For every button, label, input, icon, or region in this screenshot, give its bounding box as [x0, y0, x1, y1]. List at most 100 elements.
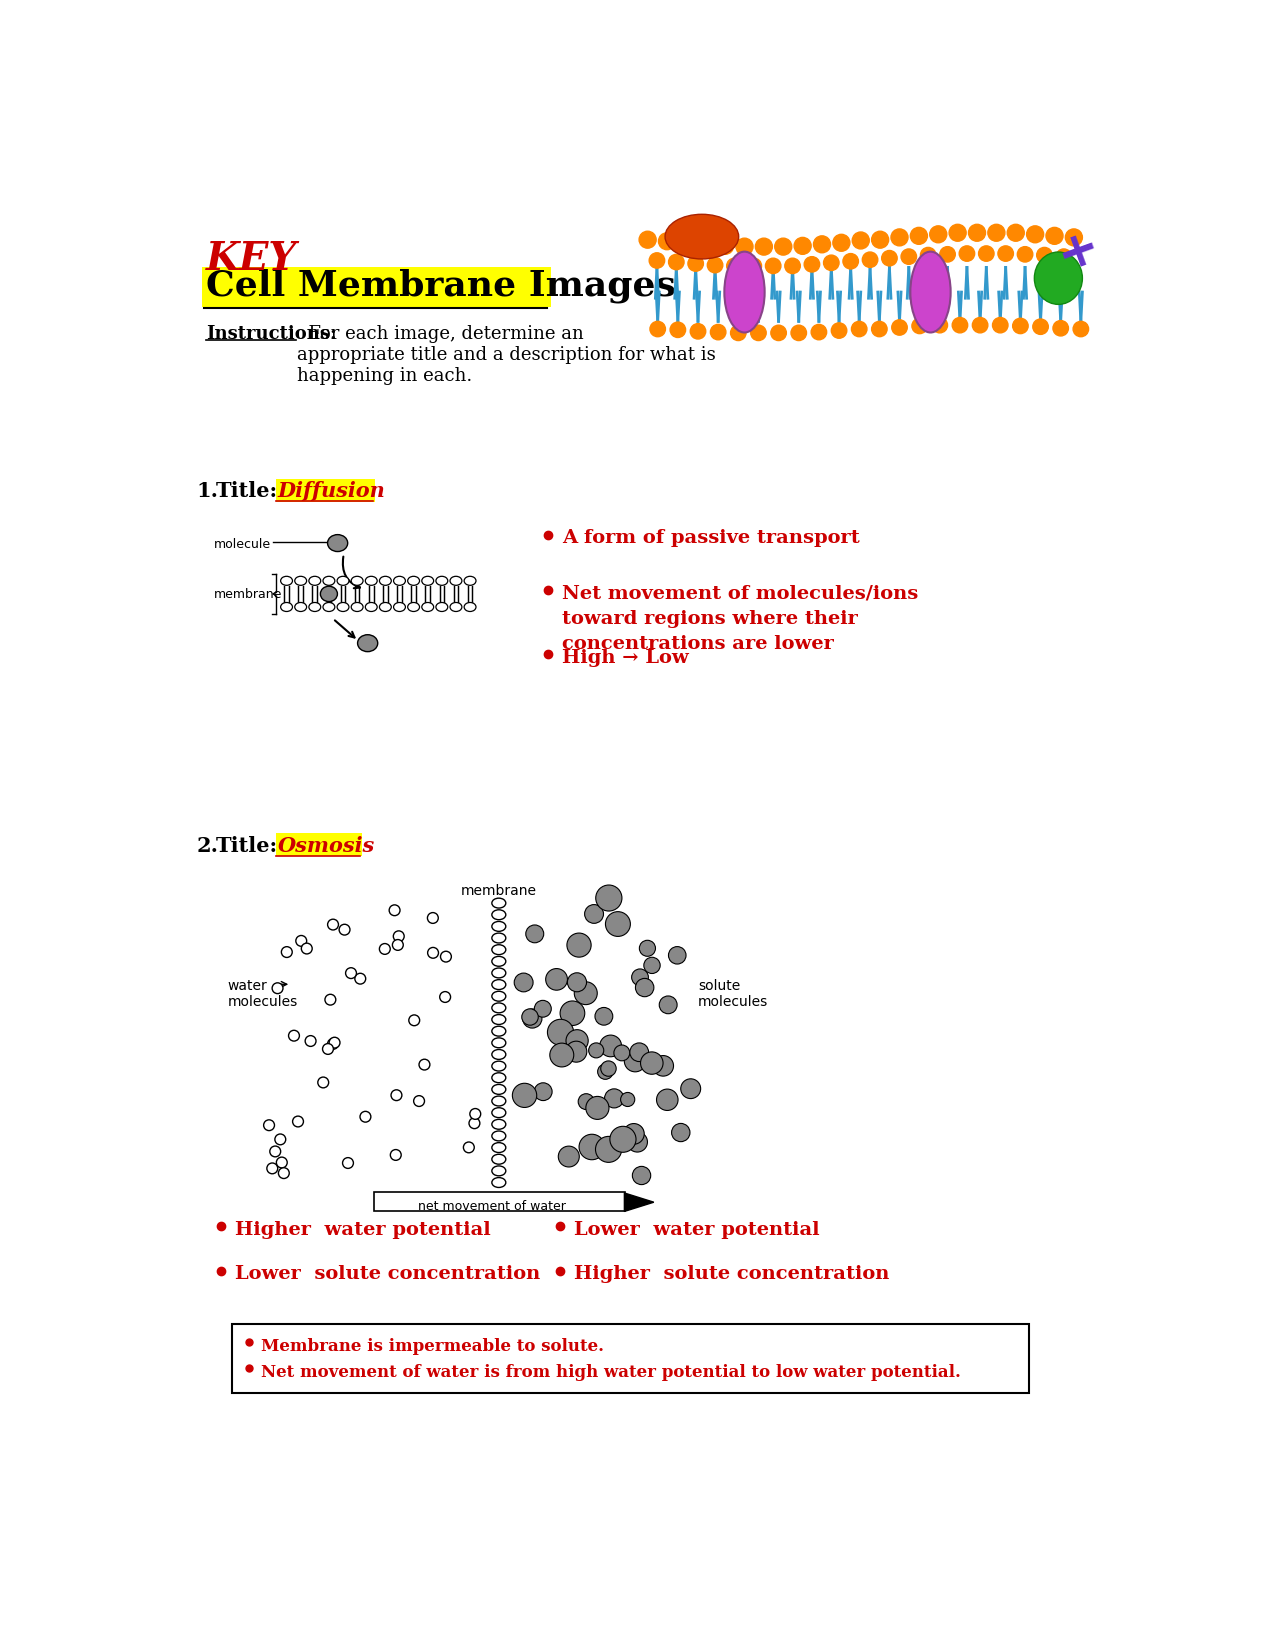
- Ellipse shape: [492, 1108, 506, 1118]
- Ellipse shape: [394, 576, 405, 586]
- Ellipse shape: [492, 898, 506, 908]
- Text: Lower  solute concentration: Lower solute concentration: [236, 1265, 541, 1283]
- Circle shape: [630, 1043, 649, 1062]
- Circle shape: [354, 974, 366, 984]
- Circle shape: [805, 256, 820, 272]
- FancyBboxPatch shape: [275, 834, 362, 857]
- Circle shape: [534, 1001, 551, 1017]
- Circle shape: [525, 925, 543, 943]
- Ellipse shape: [320, 586, 338, 601]
- Circle shape: [891, 320, 908, 335]
- Circle shape: [1033, 319, 1048, 335]
- Circle shape: [932, 317, 947, 334]
- Ellipse shape: [910, 251, 951, 332]
- Circle shape: [671, 322, 686, 337]
- Circle shape: [585, 1096, 609, 1119]
- Ellipse shape: [337, 576, 349, 586]
- Circle shape: [346, 967, 357, 979]
- Circle shape: [623, 1124, 644, 1144]
- Ellipse shape: [366, 603, 377, 611]
- FancyBboxPatch shape: [201, 267, 551, 307]
- Circle shape: [929, 226, 947, 243]
- Circle shape: [912, 319, 927, 334]
- Circle shape: [659, 996, 677, 1014]
- Text: 2.: 2.: [196, 835, 218, 855]
- Circle shape: [613, 1045, 630, 1062]
- Circle shape: [639, 941, 655, 956]
- Circle shape: [891, 229, 908, 246]
- Ellipse shape: [492, 1166, 506, 1176]
- Circle shape: [672, 1123, 690, 1142]
- Ellipse shape: [351, 576, 363, 586]
- Circle shape: [843, 254, 858, 269]
- Ellipse shape: [323, 603, 335, 611]
- Circle shape: [1037, 248, 1052, 263]
- Ellipse shape: [394, 603, 405, 611]
- Circle shape: [419, 1060, 430, 1070]
- Ellipse shape: [492, 1096, 506, 1106]
- Circle shape: [731, 325, 746, 340]
- Circle shape: [317, 1076, 329, 1088]
- Text: For each image, determine an
appropriate title and a description for what is
hap: For each image, determine an appropriate…: [297, 325, 717, 385]
- Ellipse shape: [724, 251, 765, 332]
- Circle shape: [1053, 320, 1068, 335]
- Circle shape: [585, 905, 603, 923]
- Ellipse shape: [492, 921, 506, 931]
- Text: Membrane is impermeable to solute.: Membrane is impermeable to solute.: [261, 1337, 604, 1355]
- Circle shape: [852, 233, 870, 249]
- Circle shape: [598, 1063, 613, 1080]
- Ellipse shape: [337, 603, 349, 611]
- Ellipse shape: [408, 603, 419, 611]
- Text: Diffusion: Diffusion: [278, 482, 386, 502]
- Circle shape: [678, 234, 695, 253]
- Text: Osmosis: Osmosis: [278, 835, 375, 855]
- Circle shape: [440, 951, 451, 963]
- Circle shape: [558, 1146, 579, 1167]
- Circle shape: [595, 885, 622, 911]
- Ellipse shape: [492, 1154, 506, 1164]
- Circle shape: [736, 238, 754, 256]
- Circle shape: [391, 1090, 402, 1101]
- Circle shape: [668, 254, 685, 269]
- Circle shape: [771, 325, 787, 340]
- Ellipse shape: [436, 576, 448, 586]
- Circle shape: [940, 246, 955, 263]
- Circle shape: [328, 1038, 338, 1050]
- Circle shape: [413, 1096, 425, 1106]
- Ellipse shape: [380, 576, 391, 586]
- Circle shape: [513, 1083, 537, 1108]
- FancyBboxPatch shape: [275, 479, 375, 502]
- Ellipse shape: [380, 603, 391, 611]
- Circle shape: [988, 225, 1005, 241]
- Ellipse shape: [492, 991, 506, 1001]
- Circle shape: [727, 258, 742, 274]
- Ellipse shape: [492, 1027, 506, 1037]
- Circle shape: [1066, 229, 1082, 246]
- Circle shape: [329, 1037, 340, 1048]
- Circle shape: [872, 231, 889, 248]
- Circle shape: [292, 1116, 303, 1128]
- Circle shape: [998, 246, 1014, 261]
- Ellipse shape: [492, 1119, 506, 1129]
- Circle shape: [690, 324, 706, 338]
- Circle shape: [547, 1019, 574, 1045]
- Ellipse shape: [492, 944, 506, 954]
- Ellipse shape: [464, 576, 476, 586]
- Ellipse shape: [492, 1062, 506, 1071]
- Circle shape: [546, 969, 567, 991]
- Ellipse shape: [492, 1131, 506, 1141]
- Text: net movement of water: net movement of water: [418, 1200, 566, 1213]
- Ellipse shape: [492, 910, 506, 920]
- Circle shape: [1012, 319, 1028, 334]
- Ellipse shape: [323, 576, 335, 586]
- Circle shape: [811, 324, 826, 340]
- Circle shape: [910, 228, 927, 244]
- Circle shape: [521, 1009, 538, 1025]
- Circle shape: [668, 946, 686, 964]
- Circle shape: [343, 1157, 353, 1169]
- Ellipse shape: [295, 603, 306, 611]
- Circle shape: [852, 322, 867, 337]
- Ellipse shape: [492, 1142, 506, 1152]
- Circle shape: [959, 246, 974, 261]
- Circle shape: [921, 248, 936, 263]
